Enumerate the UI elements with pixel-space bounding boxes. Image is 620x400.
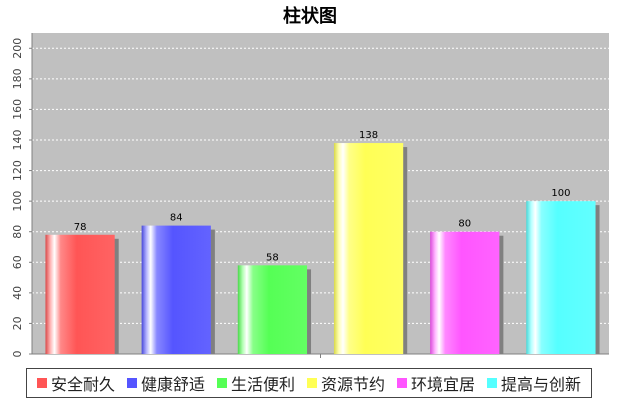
bar-3 bbox=[237, 265, 308, 354]
legend-label: 环境宜居 bbox=[411, 375, 476, 394]
y-tick-label: 80 bbox=[11, 225, 24, 239]
bar-4 bbox=[333, 143, 404, 354]
y-tick-label: 60 bbox=[11, 255, 24, 269]
legend-label: 资源节约 bbox=[321, 375, 386, 394]
y-tick-label: 120 bbox=[11, 160, 24, 181]
plot-area bbox=[32, 33, 609, 354]
chart-legend: 安全耐久 健康舒适 生活便利 资源节约 环境宜居 提高与创新 bbox=[26, 368, 592, 398]
legend-swatch bbox=[307, 378, 317, 388]
bar-6 bbox=[526, 201, 596, 354]
legend-item: 生活便利 bbox=[216, 371, 295, 395]
y-tick-label: 180 bbox=[11, 68, 24, 89]
legend-swatch bbox=[216, 378, 227, 388]
legend-label: 安全耐久 bbox=[50, 375, 115, 394]
bar-value-label: 138 bbox=[359, 130, 378, 141]
y-tick-label: 0 bbox=[11, 351, 24, 358]
bar-2 bbox=[141, 225, 211, 354]
bar-value-label: 100 bbox=[551, 188, 570, 199]
y-tick-label: 140 bbox=[11, 130, 24, 151]
bar-value-label: 78 bbox=[74, 222, 87, 233]
bar-value-label: 80 bbox=[458, 219, 471, 230]
y-tick-label: 40 bbox=[11, 286, 24, 300]
y-tick-label: 100 bbox=[11, 191, 24, 212]
legend-swatch bbox=[126, 378, 137, 388]
y-tick-label: 160 bbox=[11, 99, 24, 120]
legend-label: 健康舒适 bbox=[140, 375, 205, 394]
legend-item: 健康舒适 bbox=[126, 371, 205, 395]
legend-swatch bbox=[36, 378, 47, 388]
bar-value-label: 58 bbox=[266, 252, 279, 263]
bar-1 bbox=[45, 234, 115, 354]
y-tick-label: 200 bbox=[11, 38, 24, 59]
legend-label: 提高与创新 bbox=[501, 375, 582, 394]
legend-label: 生活便利 bbox=[230, 375, 295, 394]
legend-swatch bbox=[397, 378, 408, 388]
legend-item: 资源节约 bbox=[307, 371, 385, 395]
y-tick-label: 20 bbox=[11, 316, 24, 330]
legend-swatch bbox=[487, 378, 498, 388]
legend-item: 提高与创新 bbox=[487, 371, 581, 395]
bar-value-label: 84 bbox=[170, 213, 183, 224]
legend-item: 环境宜居 bbox=[397, 371, 475, 395]
chart-title: 柱状图 bbox=[283, 6, 337, 27]
bar-5 bbox=[430, 231, 500, 354]
legend-item: 安全耐久 bbox=[36, 371, 115, 395]
